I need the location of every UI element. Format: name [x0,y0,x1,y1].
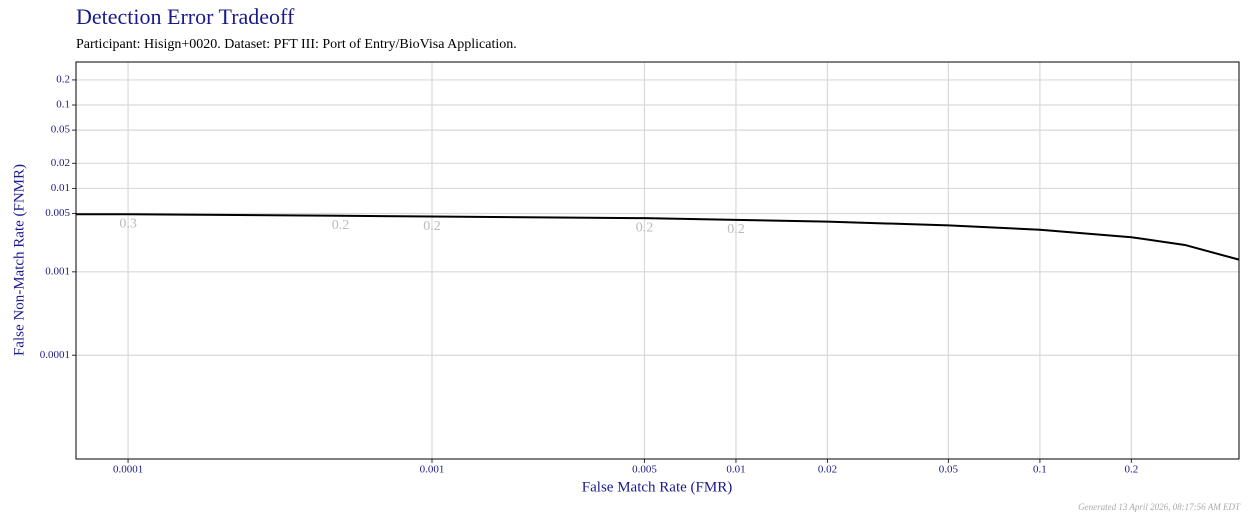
x-tick-label: 0.02 [818,464,837,476]
threshold-label: 0.2 [636,220,654,235]
y-axis-label: False Non-Match Rate (FNMR) [11,164,27,356]
threshold-label: 0.3 [119,216,137,231]
chart-subtitle: Participant: Hisign+0020. Dataset: PFT I… [76,37,517,52]
plot-frame [75,61,1240,460]
x-tick-label: 0.05 [939,464,959,476]
x-axis-label: False Match Rate (FMR) [582,479,732,495]
y-tick-label: 0.2 [56,73,70,85]
det-curve [76,213,1240,261]
y-tick-label: 0.0001 [40,349,70,361]
y-tick-label: 0.01 [51,182,70,194]
y-tick-label: 0.02 [51,157,70,169]
chart-title: Detection Error Tradeoff [76,4,295,29]
x-tick-label: 0.2 [1124,464,1138,476]
x-tick-label: 0.01 [726,464,745,476]
y-tick-label: 0.1 [56,99,70,111]
threshold-label: 0.2 [423,219,441,234]
x-tick-label: 0.001 [420,464,445,476]
y-tick-label: 0.001 [45,265,70,277]
x-tick-label: 0.005 [632,464,657,476]
y-tick-label: 0.005 [45,207,70,219]
y-tick-label: 0.05 [51,124,71,136]
threshold-label: 0.2 [332,218,350,233]
threshold-label: 0.2 [727,222,745,237]
footer: Generated 13 April 2026, 08:17:56 AM EDT [1078,502,1241,512]
x-tick-label: 0.1 [1033,464,1047,476]
x-tick-label: 0.0001 [113,464,143,476]
